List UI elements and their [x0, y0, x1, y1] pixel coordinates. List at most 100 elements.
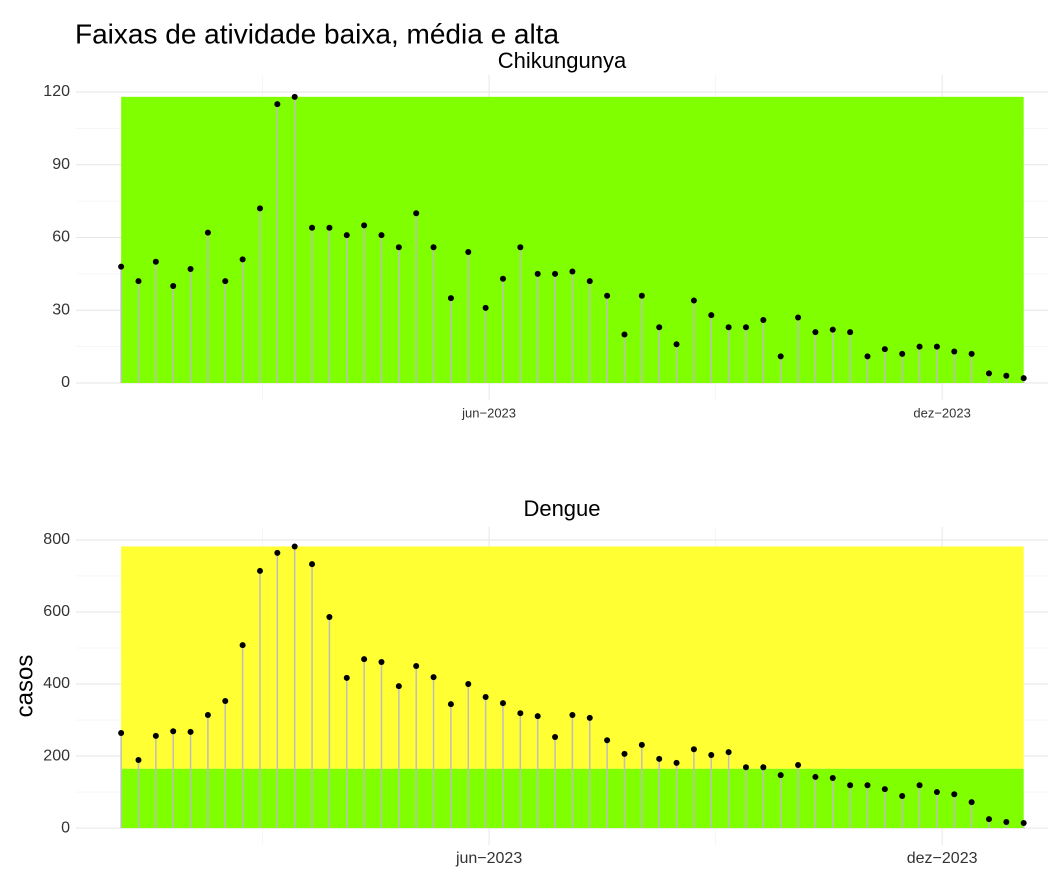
y-axis-label: casos	[11, 655, 38, 718]
point	[447, 295, 454, 302]
point	[222, 697, 229, 704]
point	[309, 224, 316, 231]
point	[777, 772, 784, 779]
point	[742, 324, 749, 331]
point	[881, 346, 888, 353]
point	[482, 693, 489, 700]
point	[708, 312, 715, 319]
point	[638, 292, 645, 299]
point	[152, 258, 159, 265]
point	[378, 659, 385, 666]
point	[517, 244, 524, 251]
panel-title: Chikungunya	[498, 48, 627, 73]
y-tick-label: 400	[43, 675, 70, 692]
y-tick-label: 600	[43, 603, 70, 620]
point	[760, 764, 767, 771]
point	[569, 268, 576, 275]
point	[395, 683, 402, 690]
point	[812, 773, 819, 780]
point	[274, 549, 281, 556]
point	[465, 249, 472, 256]
point	[864, 782, 871, 789]
point	[413, 663, 420, 670]
point	[361, 656, 368, 663]
point	[135, 278, 142, 285]
point	[447, 701, 454, 708]
point	[517, 710, 524, 717]
point	[152, 732, 159, 739]
point	[985, 370, 992, 377]
y-tick-label: 800	[43, 531, 70, 548]
point	[847, 782, 854, 789]
x-tick-label: jun−2023	[455, 850, 522, 867]
point	[621, 331, 628, 338]
point	[708, 751, 715, 758]
point	[187, 266, 194, 273]
point	[586, 714, 593, 721]
point	[985, 816, 992, 823]
point	[951, 791, 958, 798]
point	[604, 737, 611, 744]
point	[343, 674, 350, 681]
point	[430, 244, 437, 251]
point	[1020, 375, 1027, 382]
point	[1003, 818, 1010, 825]
point	[274, 101, 281, 108]
point	[309, 561, 316, 568]
x-tick-label: dez−2023	[913, 405, 970, 420]
point	[222, 278, 229, 285]
point	[968, 799, 975, 806]
point	[187, 728, 194, 735]
point	[690, 297, 697, 304]
y-tick-label: 200	[43, 747, 70, 764]
x-tick-label: jun−2023	[461, 405, 516, 420]
point	[656, 324, 663, 331]
point	[760, 316, 767, 323]
point	[499, 275, 506, 282]
point	[395, 244, 402, 251]
point	[465, 681, 472, 688]
point	[256, 205, 263, 212]
point	[725, 749, 732, 756]
point	[552, 270, 559, 277]
point	[534, 270, 541, 277]
point	[795, 314, 802, 321]
point	[933, 343, 940, 350]
point	[916, 782, 923, 789]
point	[482, 304, 489, 311]
point	[239, 642, 246, 649]
point	[1003, 372, 1010, 379]
point	[291, 93, 298, 100]
point	[378, 232, 385, 239]
point	[847, 329, 854, 336]
point	[204, 229, 211, 236]
point	[118, 263, 125, 270]
point	[951, 348, 958, 355]
y-tick-label: 60	[52, 229, 70, 246]
point	[742, 764, 749, 771]
point	[256, 567, 263, 574]
point	[690, 746, 697, 753]
point	[933, 789, 940, 796]
point	[586, 278, 593, 285]
point	[621, 750, 628, 757]
panel-title: Dengue	[523, 496, 600, 521]
point	[656, 755, 663, 762]
point	[499, 700, 506, 707]
point	[812, 329, 819, 336]
point	[552, 733, 559, 740]
point	[430, 674, 437, 681]
point	[204, 711, 211, 718]
point	[864, 353, 871, 360]
point	[673, 341, 680, 348]
point	[725, 324, 732, 331]
chart-title: Faixas de atividade baixa, média e alta	[75, 18, 559, 49]
point	[135, 757, 142, 764]
point	[968, 350, 975, 357]
point	[829, 775, 836, 782]
y-tick-label: 0	[61, 374, 70, 391]
point	[118, 729, 125, 736]
point	[361, 222, 368, 229]
x-tick-label: dez−2023	[907, 850, 978, 867]
